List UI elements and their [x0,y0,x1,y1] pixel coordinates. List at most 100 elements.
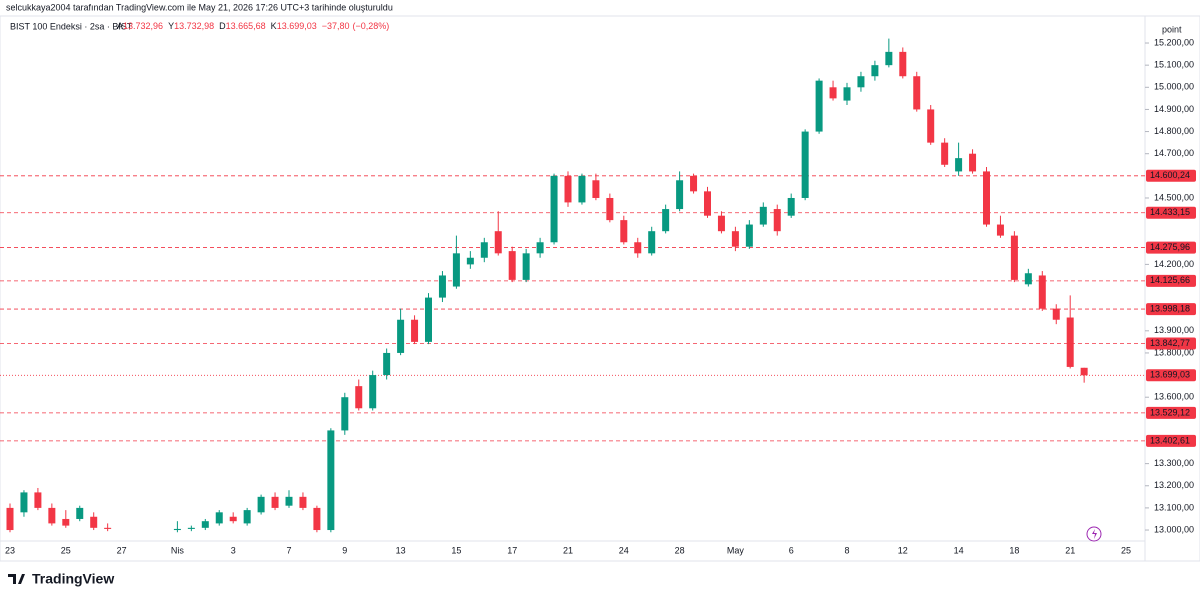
candle-body [564,175,572,203]
level-badge [1146,241,1196,254]
candle-body [452,253,460,287]
candle-body [104,527,112,529]
y-tick-label: 13.600,00 [1154,392,1194,402]
candle-body [243,510,251,524]
candle-body [201,521,209,528]
y-tick-label: 14.200,00 [1154,259,1194,269]
x-tick-label: 18 [1009,545,1019,555]
event-icon[interactable] [1086,526,1102,542]
logo: TradingView [8,571,114,587]
candle-body [550,175,558,243]
candle-body [1052,308,1060,320]
level-badge [1146,337,1196,350]
y-tick-label: 15.200,00 [1154,37,1194,47]
candle-body [634,242,642,254]
x-tick-label: 14 [954,545,964,555]
candle-body [425,297,432,342]
y-tick-label: 15.100,00 [1154,60,1194,70]
ohlc-prefix: A [117,21,123,31]
candle-body [1080,367,1088,376]
x-tick-label: 9 [342,545,347,555]
candle-body [494,231,502,254]
logo-mark [8,574,25,584]
level-label: 13.402,61 [1150,435,1190,445]
chart-title: BIST 100 Endeksi · 2sa · BIST [10,21,133,31]
y-tick-label: 13.100,00 [1154,502,1194,512]
x-tick-label: 24 [619,545,629,555]
y-tick-label: 13.000,00 [1154,524,1194,534]
candle-body [327,430,335,531]
candle-body [173,528,181,531]
candle-body [285,496,293,506]
candle-body [271,496,279,508]
candle-body [20,492,28,513]
candle-body [1066,317,1074,367]
level-badge [1146,406,1196,419]
change-pct: (−0,28%) [353,21,390,31]
candle-body [90,516,98,528]
last-price-label: 13.699,03 [1150,370,1190,380]
candle-body [383,352,391,376]
unit-label: point [1162,24,1182,34]
level-label: 13.998,18 [1150,303,1190,313]
candle-body [215,512,223,524]
candle-body [578,175,586,203]
x-tick-label: 21 [1065,545,1075,555]
ohlc-legend: A13.732,96 Y13.732,98 D13.665,68 K13.699,03… [117,21,389,31]
candle-body [1010,235,1018,280]
x-tick-label: 3 [231,545,236,555]
candle-body [34,492,42,508]
last-price-badge [1146,369,1196,382]
candle-body [662,209,670,232]
level-label: 13.529,12 [1150,407,1190,417]
candle-body [187,527,195,529]
candle-body [815,80,823,132]
candle-body [536,242,544,254]
candle-body [480,242,488,258]
y-tick-label: 13.300,00 [1154,458,1194,468]
candle-body [801,131,809,198]
x-tick-label: 7 [286,545,291,555]
candle-body [229,516,237,522]
level-badge [1146,434,1196,447]
ohlc-value: 13.732,98 [174,21,214,31]
x-tick-label: 17 [507,545,517,555]
candle-body [606,197,614,221]
candle-body [313,507,321,531]
y-tick-label: 14.800,00 [1154,126,1194,136]
candle-body [438,275,446,298]
y-tick-label: 13.200,00 [1154,480,1194,490]
frame [0,15,1200,562]
event-icon-bolt [1092,529,1097,539]
attribution: selcukkaya2004 tarafından TradingView.co… [6,2,393,12]
level-label: 14.275,96 [1150,242,1190,252]
candle-body [648,231,656,254]
candle-body [690,175,698,192]
candle-body [257,496,265,513]
candle-body [885,51,893,66]
candle-body [620,220,628,243]
candle-body [829,87,837,99]
candle-body [731,231,739,247]
candle-body [745,224,753,247]
x-tick-label: 15 [451,545,461,555]
candle-body [871,65,879,77]
candle-body [955,158,963,172]
candle-body [1024,273,1032,285]
candle-body [1038,275,1046,309]
candle-body [983,171,990,225]
ohlc-value: 13.699,03 [277,21,317,31]
y-tick-label: 13.800,00 [1154,347,1194,357]
x-tick-label: May [727,545,745,555]
candle-body [76,507,84,519]
x-tick-label: 13 [396,545,406,555]
candle-body [355,386,363,409]
candle-body [857,76,865,88]
ohlc-value: 13.732,96 [123,21,163,31]
ohlc-prefix: D [219,21,226,31]
candle-body [676,180,684,210]
x-tick-label: 8 [844,545,849,555]
candle-body [996,224,1004,236]
candle-body [843,87,851,101]
